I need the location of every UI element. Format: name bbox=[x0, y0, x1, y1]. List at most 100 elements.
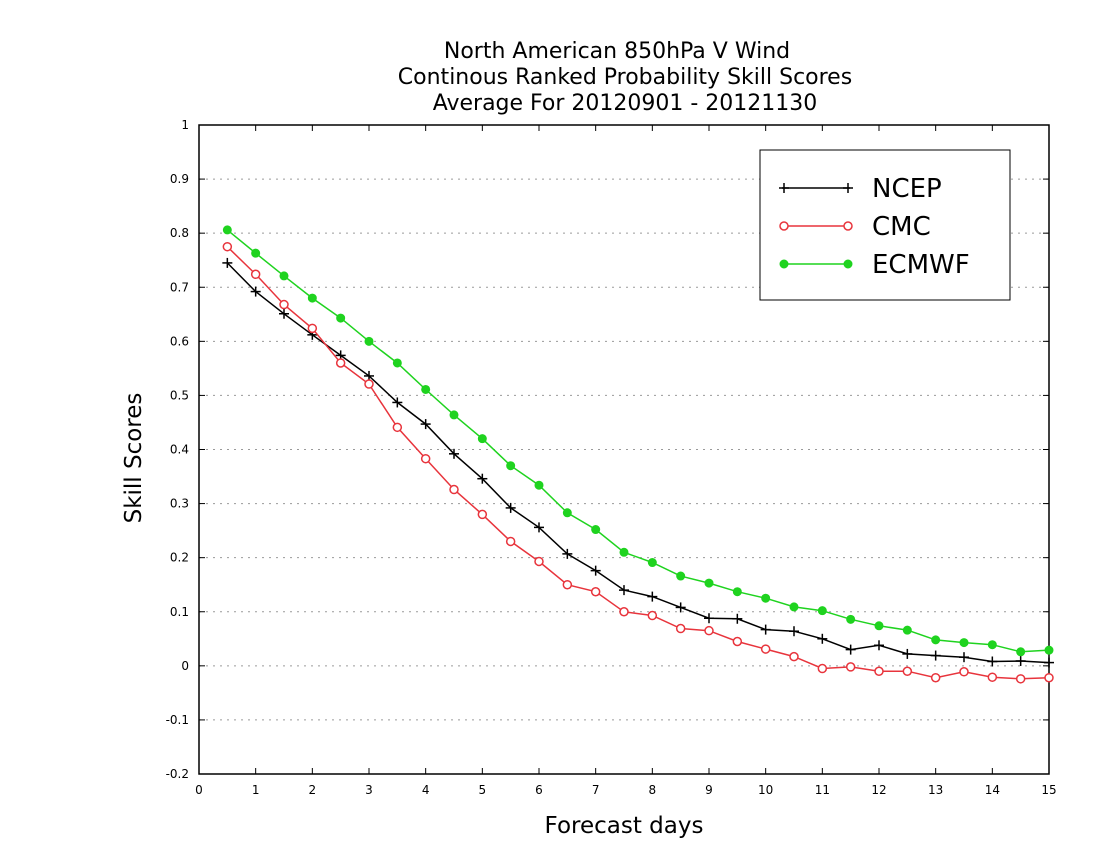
ncep-point bbox=[874, 640, 884, 651]
y-tick-label: 0.4 bbox=[170, 443, 189, 457]
ecmwf-point bbox=[619, 547, 629, 557]
legend-box bbox=[759, 149, 1011, 301]
ecmwf-point bbox=[931, 635, 941, 645]
series-cmc bbox=[222, 241, 1054, 684]
x-tick-label: 11 bbox=[815, 783, 830, 797]
ecmwf-point bbox=[251, 248, 261, 258]
x-tick-label: 4 bbox=[422, 783, 430, 797]
x-tick-label: 8 bbox=[649, 783, 657, 797]
ecmwf-point bbox=[307, 293, 317, 303]
ecmwf-point bbox=[846, 614, 856, 624]
y-tick-label: 0.3 bbox=[170, 497, 189, 511]
ncep-point bbox=[1015, 655, 1026, 666]
ncep-point bbox=[279, 308, 289, 319]
ncep-point bbox=[760, 624, 771, 635]
x-tick-label: 0 bbox=[195, 783, 203, 797]
ncep-point bbox=[364, 370, 374, 381]
legend-label-ncep: NCEP bbox=[872, 174, 942, 204]
ncep-point bbox=[647, 591, 658, 602]
cmc-point bbox=[647, 610, 658, 621]
ncep-point bbox=[704, 613, 714, 624]
cmc-point bbox=[505, 536, 516, 547]
legend-label-ecmwf: ECMWF bbox=[872, 250, 970, 280]
cmc-point bbox=[817, 663, 828, 674]
ncep-point bbox=[675, 602, 686, 613]
cmc-point bbox=[562, 579, 573, 590]
y-axis-title: Skill Scores bbox=[121, 393, 147, 524]
y-tick-label: 0.8 bbox=[170, 226, 189, 240]
cmc-point bbox=[534, 556, 544, 567]
ecmwf-point bbox=[421, 384, 431, 394]
cmc-line bbox=[226, 246, 1050, 680]
ncep-point bbox=[845, 644, 856, 655]
ecmwf-point bbox=[562, 508, 572, 518]
chart-title-line-1: North American 850hPa V Wind bbox=[444, 39, 790, 64]
cmc-point bbox=[1015, 674, 1026, 684]
y-tick-label: 1 bbox=[181, 118, 189, 132]
cmc-point bbox=[307, 323, 318, 334]
ecmwf-point bbox=[817, 606, 827, 616]
cmc-point bbox=[930, 672, 941, 683]
ecmwf-point bbox=[732, 587, 742, 597]
y-tick-label: 0.9 bbox=[170, 172, 189, 186]
ncep-point bbox=[817, 633, 828, 644]
cmc-point bbox=[959, 667, 969, 677]
legend-marker-cmc bbox=[779, 221, 789, 231]
ecmwf-point bbox=[959, 638, 969, 648]
x-tick-label: 6 bbox=[535, 783, 543, 797]
cmc-point bbox=[392, 422, 403, 433]
x-axis-title: Forecast days bbox=[545, 813, 704, 839]
cmc-point bbox=[590, 586, 601, 597]
ncep-point bbox=[930, 650, 941, 661]
ecmwf-point bbox=[761, 593, 771, 603]
x-tick-label: 10 bbox=[758, 783, 773, 797]
y-tick-label: 0 bbox=[181, 659, 189, 673]
ncep-point bbox=[619, 585, 629, 596]
cmc-point bbox=[732, 636, 743, 647]
ncep-point bbox=[1044, 657, 1054, 668]
ecmwf-point bbox=[874, 621, 884, 631]
x-tick-label: 15 bbox=[1041, 783, 1056, 797]
ecmwf-point bbox=[364, 336, 374, 346]
ncep-point bbox=[959, 652, 969, 663]
ncep-point bbox=[449, 448, 459, 459]
ncep-point bbox=[420, 419, 431, 430]
cmc-point bbox=[420, 453, 431, 464]
ecmwf-line bbox=[226, 229, 1050, 653]
chart-title-line-3: Average For 20120901 - 20121130 bbox=[433, 91, 818, 116]
y-tick-label: 0.7 bbox=[170, 280, 189, 294]
gridlines bbox=[199, 178, 1049, 721]
x-tick-label: 3 bbox=[365, 783, 373, 797]
ecmwf-point bbox=[902, 625, 912, 635]
legend-label-cmc: CMC bbox=[872, 212, 931, 242]
ncep-point bbox=[392, 397, 403, 408]
ncep-point bbox=[902, 648, 913, 659]
cmc-point bbox=[1044, 672, 1054, 683]
cmc-point bbox=[335, 358, 346, 368]
y-tick-label: -0.1 bbox=[166, 713, 189, 727]
ecmwf-point bbox=[336, 313, 346, 323]
ncep-point bbox=[505, 502, 516, 513]
cmc-point bbox=[619, 607, 629, 617]
ecmwf-point bbox=[1044, 645, 1054, 655]
ecmwf-point bbox=[534, 480, 544, 490]
ncep-point bbox=[477, 473, 488, 484]
ncep-point bbox=[250, 286, 261, 297]
cmc-point bbox=[704, 625, 714, 636]
ecmwf-point bbox=[1016, 647, 1026, 657]
series-ncep bbox=[222, 257, 1054, 668]
x-tick-label: 1 bbox=[252, 783, 260, 797]
legend-marker-ncep bbox=[779, 183, 789, 193]
legend-marker-ecmwf bbox=[843, 259, 853, 269]
ecmwf-point bbox=[789, 602, 799, 612]
ncep-line bbox=[226, 262, 1050, 664]
legend: NCEP CMC ECMWF bbox=[759, 149, 1011, 301]
cmc-point bbox=[902, 666, 913, 676]
cmc-point bbox=[449, 484, 459, 495]
ncep-point bbox=[534, 522, 544, 533]
cmc-point bbox=[364, 379, 374, 389]
cmc-point bbox=[279, 299, 289, 310]
data-series bbox=[222, 225, 1054, 684]
ecmwf-point bbox=[449, 410, 459, 420]
